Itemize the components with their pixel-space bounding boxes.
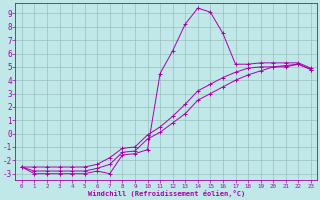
X-axis label: Windchill (Refroidissement éolien,°C): Windchill (Refroidissement éolien,°C) (88, 190, 245, 197)
